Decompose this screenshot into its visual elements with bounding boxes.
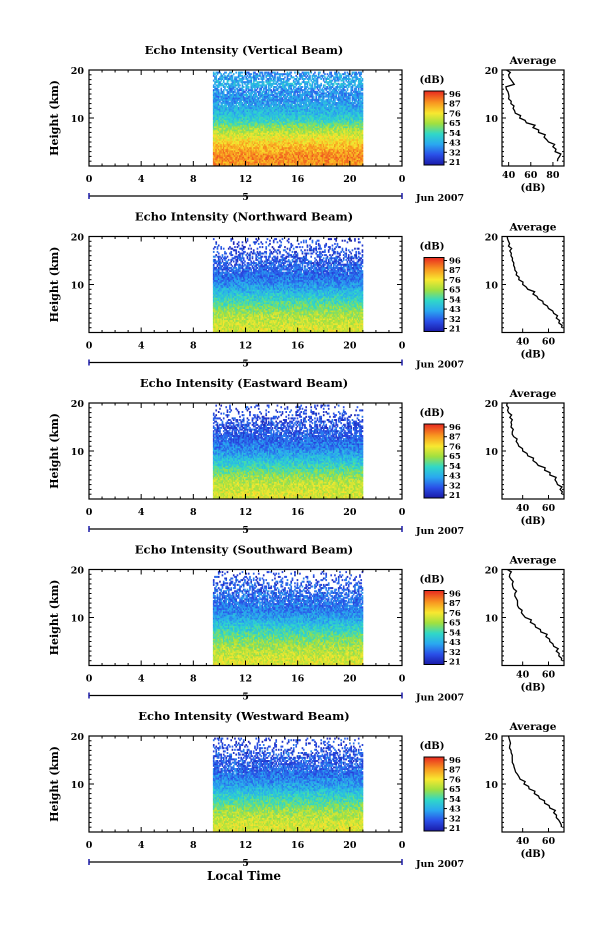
echo-intensity-figure: Echo Intensity (Vertical Beam)0 4 8 12 16 20 0… xyxy=(0,0,616,929)
heatmap xyxy=(213,72,363,167)
panel-title: Echo Intensity (Vertical Beam) xyxy=(145,43,344,57)
panel-0: Echo Intensity (Vertical Beam)0 4 8 12 16 20 0… xyxy=(48,43,564,204)
